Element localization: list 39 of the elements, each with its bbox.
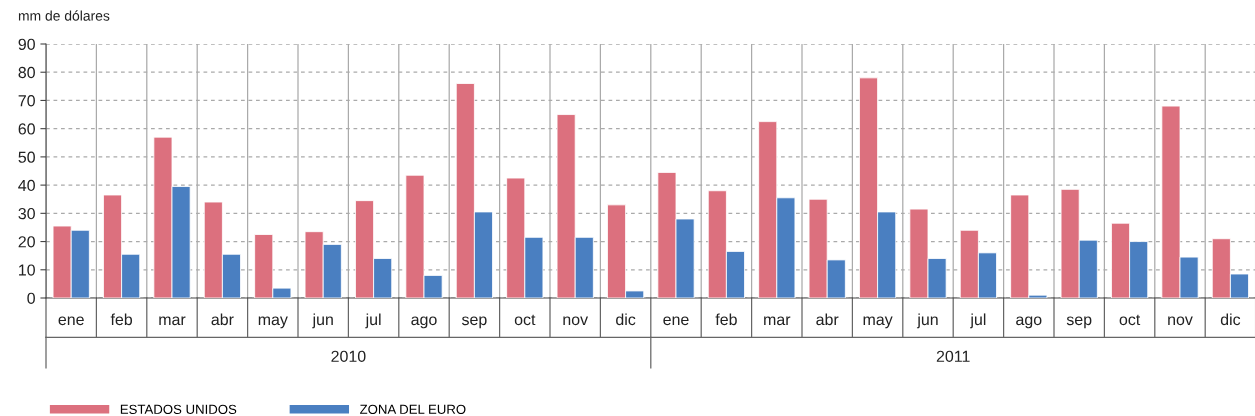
y-tick-label: 30 <box>18 207 35 220</box>
x-tick-label: sep <box>461 316 487 329</box>
y-tick-label: 80 <box>18 66 35 79</box>
x-tick-label: jul <box>970 313 986 329</box>
y-tick-label: 70 <box>18 95 35 107</box>
y-tick-label: 40 <box>18 179 35 192</box>
x-tick-label: ago <box>411 316 437 329</box>
x-tick-label: abr <box>211 313 234 326</box>
x-tick-label: feb <box>110 313 133 326</box>
text: 2011 <box>936 350 970 362</box>
x-tick-label: nov <box>563 316 589 326</box>
legend-label: ESTADOS UNIDOS <box>120 404 237 414</box>
y-tick-label: 50 <box>18 151 35 163</box>
legend-label: ZONA DEL EURO <box>360 404 466 414</box>
x-tick-label: sep <box>1066 316 1092 329</box>
y-tick-label: 20 <box>18 236 35 248</box>
x-tick-label: ene <box>663 316 689 326</box>
x-tick-label: dic <box>616 313 636 326</box>
x-tick-label: nov <box>1168 316 1193 326</box>
x-tick-label: ago <box>1016 316 1042 329</box>
x-tick-label: mar <box>159 316 186 326</box>
y-tick-label: 10 <box>19 264 35 276</box>
y-axis-title: mm de dólares <box>18 10 110 21</box>
x-tick-label: may <box>258 316 288 329</box>
x-tick-label: jun <box>916 313 938 329</box>
x-tick-label: oct <box>1119 314 1141 326</box>
y-tick-label: 90 <box>18 38 35 50</box>
y-tick-label: 0 <box>27 292 35 304</box>
x-tick-label: abr <box>816 313 839 326</box>
x-tick-label: oct <box>514 314 536 326</box>
x-tick-label: mar <box>764 316 791 326</box>
x-tick-label: dic <box>1220 313 1241 326</box>
x-tick-label: ene <box>58 316 84 326</box>
x-tick-label: may <box>863 316 893 329</box>
x-tick-label: feb <box>715 313 737 326</box>
y-tick-label: 60 <box>18 123 35 135</box>
x-tick-label: jun <box>312 313 333 329</box>
x-tick-label: jul <box>365 313 381 329</box>
text: 2010 <box>331 350 366 362</box>
